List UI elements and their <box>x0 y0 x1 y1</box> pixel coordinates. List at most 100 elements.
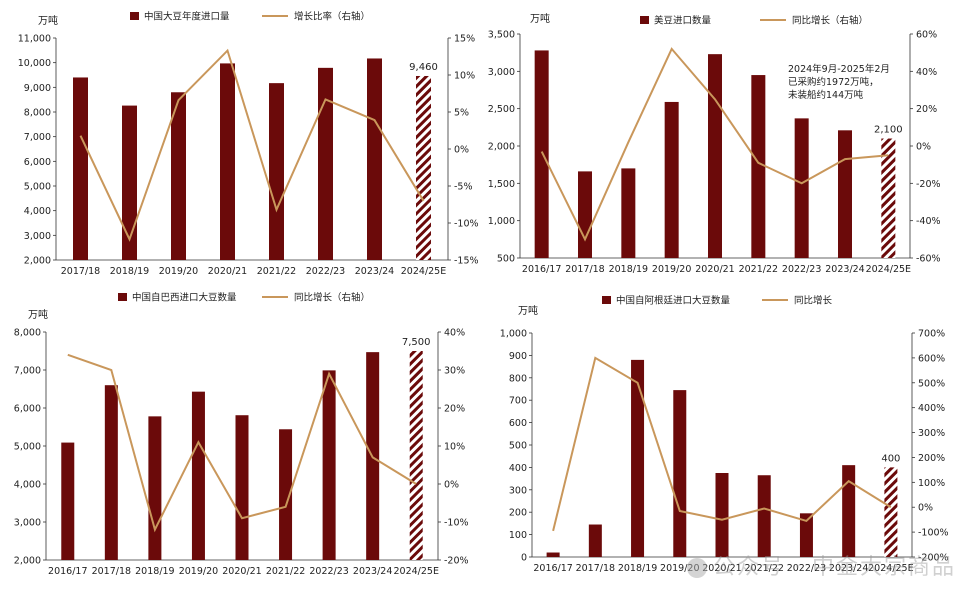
x-tick-label: 2018/19 <box>110 266 149 277</box>
bar <box>621 168 635 258</box>
x-tick-label: 2017/18 <box>61 266 100 277</box>
chart-panel-2: 5001,0001,5002,0002,5003,0003,500-60%-40… <box>488 12 941 275</box>
y2-tick-label: -15% <box>454 256 479 267</box>
bar <box>665 102 679 258</box>
y-tick-label: 8,000 <box>24 108 51 119</box>
y-tick-label: 600 <box>509 418 527 429</box>
bar <box>236 415 249 560</box>
y2-tick-label: 40% <box>916 67 937 78</box>
bar <box>535 50 549 258</box>
legend-bar-swatch <box>602 296 611 304</box>
bar <box>61 443 74 560</box>
bar <box>220 63 235 260</box>
y2-tick-label: -100% <box>918 528 949 539</box>
y-tick-label: 1,000 <box>500 329 527 340</box>
y-unit-label: 万吨 <box>28 308 48 321</box>
legend-line-label: 同比增长（右轴） <box>792 15 868 27</box>
y-tick-label: 2,000 <box>14 556 41 567</box>
y-tick-label: 4,000 <box>14 480 41 491</box>
y-tick-label: 2,000 <box>488 142 515 153</box>
legend-bar-swatch <box>130 12 139 20</box>
legend-bar-swatch <box>640 16 649 24</box>
x-tick-label: 2016/17 <box>522 264 561 275</box>
y2-tick-label: -60% <box>916 254 941 265</box>
x-tick-label: 2018/19 <box>609 264 648 275</box>
bar <box>708 54 722 258</box>
y2-tick-label: -20% <box>444 556 469 567</box>
y2-tick-label: -5% <box>454 182 473 193</box>
x-tick-label: 2021/22 <box>257 266 296 277</box>
bar <box>631 360 644 557</box>
y2-tick-label: 20% <box>916 104 937 115</box>
y-tick-label: 1,000 <box>488 216 515 227</box>
data-label: 2,100 <box>874 125 903 136</box>
x-tick-label: 2018/19 <box>618 563 657 574</box>
y-tick-label: 100 <box>509 530 527 541</box>
bar <box>795 118 809 258</box>
y-tick-label: 8,000 <box>14 328 41 339</box>
y2-tick-label: 40% <box>444 328 465 339</box>
bar <box>716 473 729 557</box>
y-tick-label: 9,000 <box>24 83 51 94</box>
bar <box>842 465 855 557</box>
bar <box>105 385 118 560</box>
watermark: 公众号 · 中金大宗商品 <box>687 549 956 581</box>
legend-bar-swatch <box>118 293 127 301</box>
y2-tick-label: 15% <box>454 34 475 45</box>
wechat-icon <box>687 558 707 578</box>
legend-bar-label: 中国大豆年度进口量 <box>144 11 230 23</box>
y-tick-label: 300 <box>509 485 527 496</box>
x-tick-label: 2022/23 <box>782 264 821 275</box>
bar <box>578 171 592 258</box>
x-tick-label: 2022/23 <box>306 266 345 277</box>
y2-tick-label: 0% <box>916 142 931 153</box>
x-tick-label: 2017/18 <box>565 264 604 275</box>
y2-tick-label: 20% <box>444 404 465 415</box>
y-tick-label: 900 <box>509 351 527 362</box>
y2-tick-label: 100% <box>918 478 945 489</box>
x-tick-label: 2023/24 <box>353 566 392 577</box>
y2-tick-label: 0% <box>444 480 459 491</box>
y2-tick-label: 700% <box>918 329 945 340</box>
bar <box>318 68 333 260</box>
y-tick-label: 400 <box>509 463 527 474</box>
x-tick-label: 2022/23 <box>309 566 348 577</box>
bar <box>148 416 161 560</box>
y-unit-label: 万吨 <box>518 304 538 317</box>
bar <box>589 525 602 557</box>
y2-tick-label: 300% <box>918 428 945 439</box>
bar <box>673 390 686 557</box>
data-label: 7,500 <box>402 337 431 348</box>
y2-tick-label: -10% <box>454 219 479 230</box>
x-tick-label: 2019/20 <box>652 264 691 275</box>
y2-tick-label: -10% <box>444 518 469 529</box>
y-tick-label: 7,000 <box>14 366 41 377</box>
x-tick-label: 2017/18 <box>92 566 131 577</box>
bar <box>884 467 897 557</box>
data-label: 9,460 <box>409 62 438 73</box>
y-tick-label: 3,000 <box>488 67 515 78</box>
y2-tick-label: 600% <box>918 353 945 364</box>
bar <box>547 553 560 557</box>
y2-tick-label: 60% <box>916 30 937 41</box>
y-tick-label: 3,000 <box>24 231 51 242</box>
x-tick-label: 2024/25E <box>401 266 446 277</box>
bar <box>192 392 205 560</box>
x-tick-label: 2021/22 <box>739 264 778 275</box>
legend-line-label: 同比增长（右轴） <box>294 292 370 304</box>
y2-tick-label: 10% <box>454 71 475 82</box>
bar <box>751 75 765 258</box>
y-tick-label: 11,000 <box>18 34 51 45</box>
y-tick-label: 7,000 <box>24 132 51 143</box>
y-tick-label: 10,000 <box>18 58 51 69</box>
y-tick-label: 4,000 <box>24 206 51 217</box>
y-tick-label: 5,000 <box>24 182 51 193</box>
y-tick-label: 3,500 <box>488 30 515 41</box>
legend-line-label: 增长比率（右轴） <box>294 11 370 23</box>
x-tick-label: 2018/19 <box>135 566 174 577</box>
y2-tick-label: 400% <box>918 403 945 414</box>
y-tick-label: 200 <box>509 508 527 519</box>
x-tick-label: 2024/25E <box>393 566 438 577</box>
y2-tick-label: 0% <box>918 503 933 514</box>
